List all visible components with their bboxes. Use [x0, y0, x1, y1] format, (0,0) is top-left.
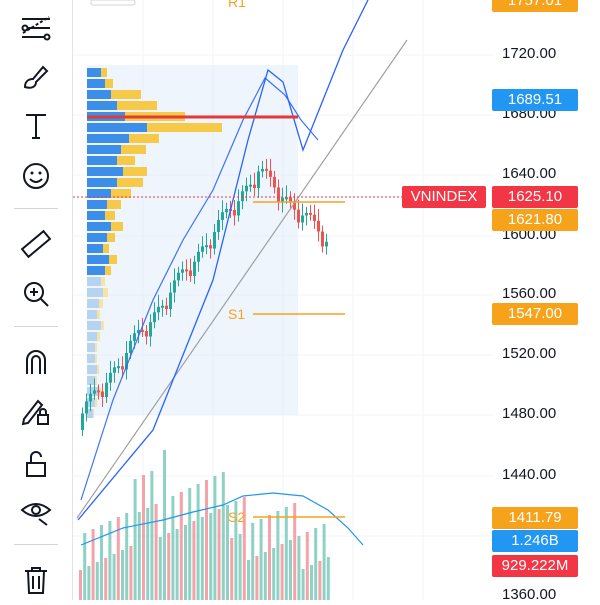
price-tick: 1360.00 — [502, 586, 557, 603]
price-tick: 1520.00 — [502, 345, 557, 362]
lock-drawings-icon[interactable] — [14, 392, 58, 432]
text-icon[interactable] — [14, 106, 58, 146]
line-price-label: 1689.51 — [492, 89, 578, 111]
s1-price-label: 1547.00 — [492, 303, 578, 325]
chart-pane[interactable] — [73, 0, 600, 600]
moving-average-line — [80, 77, 319, 501]
price-tick: 1440.00 — [502, 466, 557, 483]
drawing-toolbar — [0, 0, 73, 600]
unlock-icon[interactable] — [14, 444, 58, 484]
top-price-label: 1757.01 — [492, 0, 578, 12]
level-price-label: 1621.80 — [492, 209, 578, 231]
price-tick: 1720.00 — [502, 45, 557, 62]
s2-label: S2 — [228, 509, 246, 525]
volume-ma-line — [80, 492, 364, 546]
s2-price-label: 1411.79 — [492, 507, 578, 529]
smiley-icon[interactable] — [14, 156, 58, 196]
chart-canvas[interactable] — [73, 0, 600, 600]
price-tick: 1480.00 — [502, 405, 557, 422]
trend-lines-icon[interactable] — [14, 8, 58, 48]
r1-label: R1 — [228, 0, 246, 10]
price-tick: 1640.00 — [502, 165, 557, 182]
zoom-in-icon[interactable] — [14, 274, 58, 314]
eye-icon[interactable] — [14, 492, 58, 532]
symbol-label: VNINDEX — [402, 186, 486, 208]
last-price-label: 1625.10 — [492, 186, 578, 208]
s1-label: S1 — [228, 306, 246, 322]
trash-icon[interactable] — [14, 560, 58, 600]
trend-line-gray — [76, 39, 408, 519]
volume-label: 929.222M — [492, 555, 578, 577]
ruler-icon[interactable] — [14, 224, 58, 264]
volume-ma-label: 1.246B — [492, 530, 578, 552]
price-tick: 1560.00 — [502, 285, 557, 302]
fan-line-blue — [77, 0, 369, 521]
magnet-icon[interactable] — [14, 342, 58, 382]
brush-icon[interactable] — [14, 58, 58, 98]
